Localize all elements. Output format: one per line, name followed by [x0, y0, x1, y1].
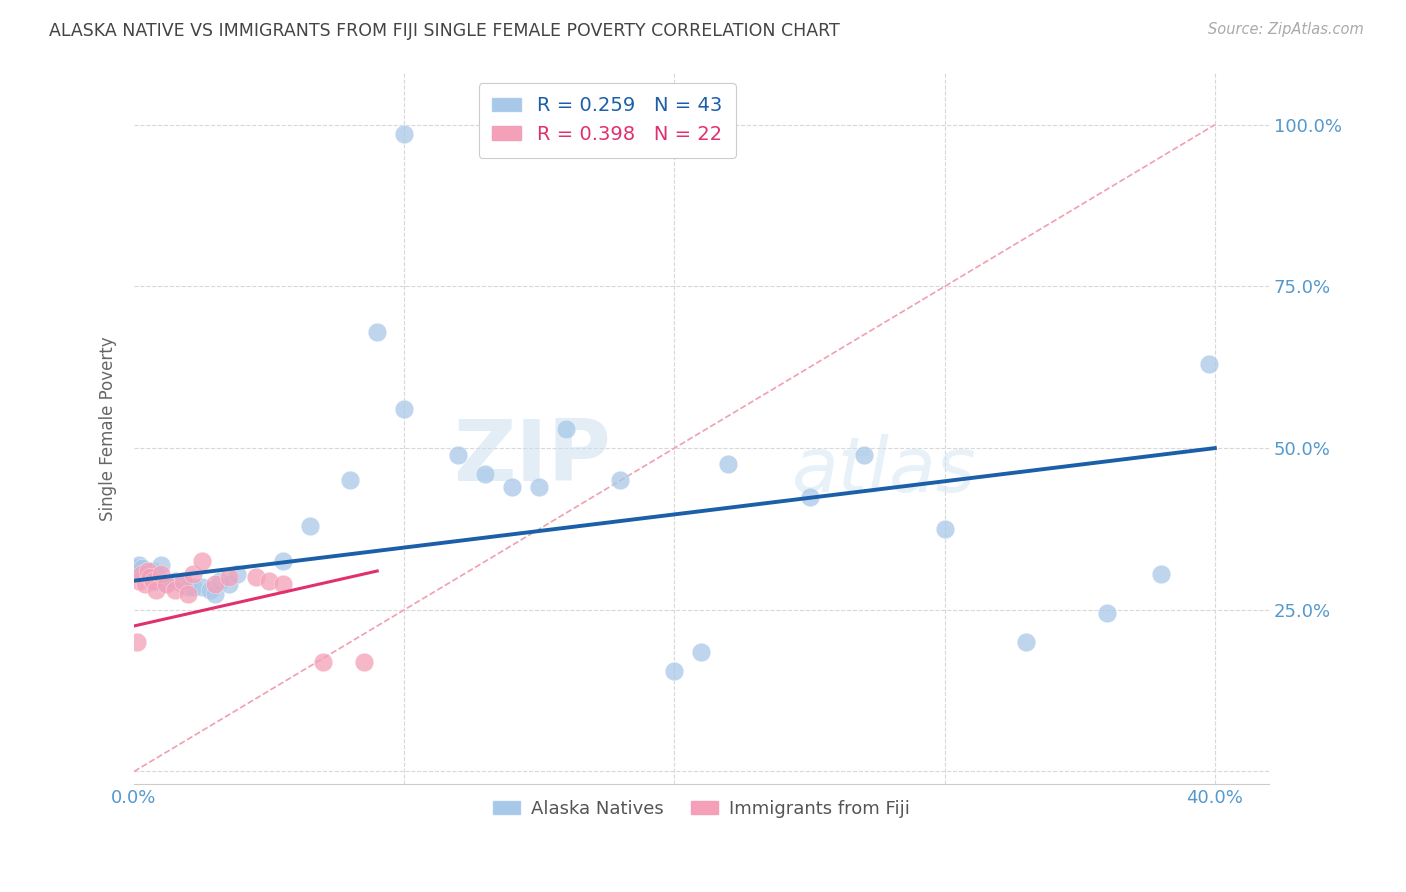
Point	[1095, 606, 1118, 620]
Point	[155, 577, 177, 591]
Point	[298, 518, 321, 533]
Point	[474, 467, 496, 481]
Point	[177, 580, 200, 594]
Point	[163, 583, 186, 598]
Point	[257, 574, 280, 588]
Point	[128, 574, 150, 588]
Legend: Alaska Natives, Immigrants from Fiji: Alaska Natives, Immigrants from Fiji	[486, 793, 917, 825]
Point	[799, 490, 821, 504]
Point	[190, 580, 212, 594]
Point	[139, 570, 162, 584]
Point	[394, 128, 416, 142]
Point	[664, 665, 686, 679]
Text: ZIP: ZIP	[453, 416, 610, 499]
Point	[134, 567, 156, 582]
Text: atlas: atlas	[792, 434, 977, 508]
Point	[198, 583, 221, 598]
Point	[163, 574, 186, 588]
Point	[1015, 635, 1038, 649]
Point	[312, 655, 335, 669]
Point	[190, 554, 212, 568]
Text: Source: ZipAtlas.com: Source: ZipAtlas.com	[1208, 22, 1364, 37]
Point	[131, 561, 153, 575]
Point	[218, 577, 240, 591]
Point	[218, 570, 240, 584]
Point	[555, 422, 578, 436]
Point	[125, 635, 148, 649]
Point	[209, 574, 232, 588]
Point	[852, 448, 875, 462]
Point	[139, 570, 162, 584]
Point	[131, 567, 153, 582]
Point	[394, 402, 416, 417]
Point	[529, 480, 551, 494]
Point	[609, 474, 631, 488]
Point	[690, 645, 713, 659]
Y-axis label: Single Female Poverty: Single Female Poverty	[100, 336, 117, 521]
Point	[501, 480, 523, 494]
Point	[366, 325, 388, 339]
Point	[245, 570, 267, 584]
Point	[172, 574, 194, 588]
Point	[225, 567, 247, 582]
Point	[183, 580, 205, 594]
Point	[128, 558, 150, 572]
Point	[271, 554, 294, 568]
Point	[136, 564, 159, 578]
Point	[717, 457, 740, 471]
Point	[125, 561, 148, 575]
Point	[148, 574, 170, 588]
Point	[142, 564, 165, 578]
Point	[271, 577, 294, 591]
Point	[339, 474, 361, 488]
Point	[447, 448, 470, 462]
Text: ALASKA NATIVE VS IMMIGRANTS FROM FIJI SINGLE FEMALE POVERTY CORRELATION CHART: ALASKA NATIVE VS IMMIGRANTS FROM FIJI SI…	[49, 22, 839, 40]
Point	[1198, 357, 1220, 371]
Point	[145, 583, 167, 598]
Point	[183, 567, 205, 582]
Point	[136, 564, 159, 578]
Point	[134, 577, 156, 591]
Point	[172, 577, 194, 591]
Point	[150, 558, 173, 572]
Point	[145, 567, 167, 582]
Point	[150, 567, 173, 582]
Point	[142, 574, 165, 588]
Point	[204, 587, 226, 601]
Point	[1150, 567, 1173, 582]
Point	[353, 655, 375, 669]
Point	[155, 577, 177, 591]
Point	[934, 522, 956, 536]
Point	[177, 587, 200, 601]
Point	[204, 577, 226, 591]
